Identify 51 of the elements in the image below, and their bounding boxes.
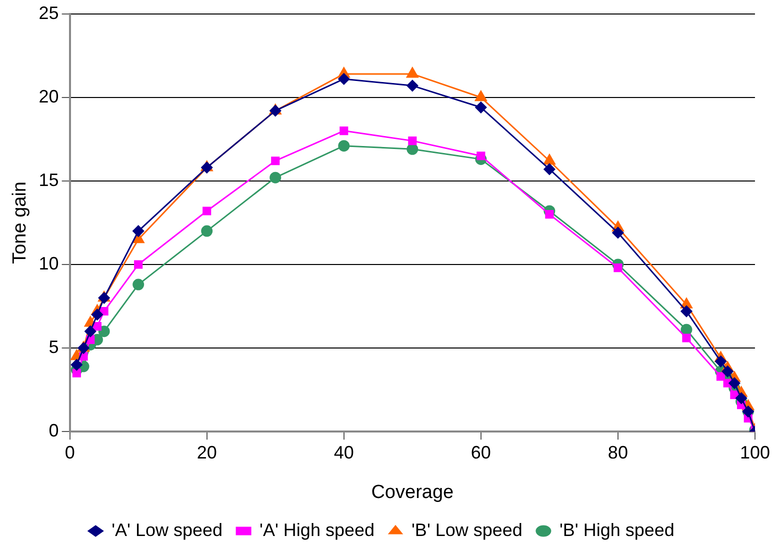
legend-label: 'B' High speed — [559, 520, 674, 540]
point — [722, 366, 734, 378]
point — [714, 356, 726, 368]
point — [408, 136, 417, 146]
x-tick-label: 0 — [64, 442, 75, 462]
y-tick-label: 0 — [48, 420, 59, 441]
point — [132, 225, 144, 237]
x-tick-label: 40 — [334, 442, 354, 462]
x-axis-title: Coverage — [371, 482, 454, 503]
point — [728, 377, 740, 389]
legend-label: 'B' Low speed — [412, 520, 522, 540]
point — [91, 308, 103, 320]
point — [406, 67, 418, 78]
point — [680, 306, 692, 318]
point — [716, 372, 726, 381]
point — [543, 154, 556, 165]
legend-label: 'A' Low speed — [112, 520, 223, 540]
point — [614, 264, 622, 272]
x-tick-label: 20 — [196, 442, 217, 462]
point — [201, 225, 213, 237]
point — [474, 90, 487, 102]
y-tick-label: 20 — [38, 86, 59, 106]
y-tick-label: 25 — [38, 2, 59, 23]
y-tick-label: 15 — [38, 170, 59, 190]
point — [545, 210, 554, 219]
point — [736, 392, 748, 404]
x-tick-label: 80 — [608, 442, 628, 462]
x-tick-label: 60 — [470, 442, 491, 462]
point — [476, 152, 486, 160]
x-tick-label: 100 — [740, 442, 770, 462]
point — [544, 163, 556, 175]
point — [682, 334, 691, 342]
point — [98, 326, 110, 338]
y-tick-label: 10 — [38, 253, 59, 274]
point — [338, 73, 350, 85]
point — [134, 260, 143, 269]
y-tick-label: 5 — [48, 337, 59, 358]
point — [612, 226, 624, 238]
point — [338, 140, 350, 152]
point — [271, 156, 280, 166]
point — [72, 368, 81, 378]
point — [70, 359, 82, 370]
point — [202, 206, 212, 216]
point — [475, 102, 487, 114]
y-axis-title: Tone gain — [10, 181, 31, 264]
point — [340, 126, 348, 136]
point — [132, 278, 144, 290]
legend-label: 'A' High speed — [260, 520, 375, 540]
point — [84, 326, 96, 338]
point — [406, 80, 418, 92]
point — [270, 172, 282, 184]
